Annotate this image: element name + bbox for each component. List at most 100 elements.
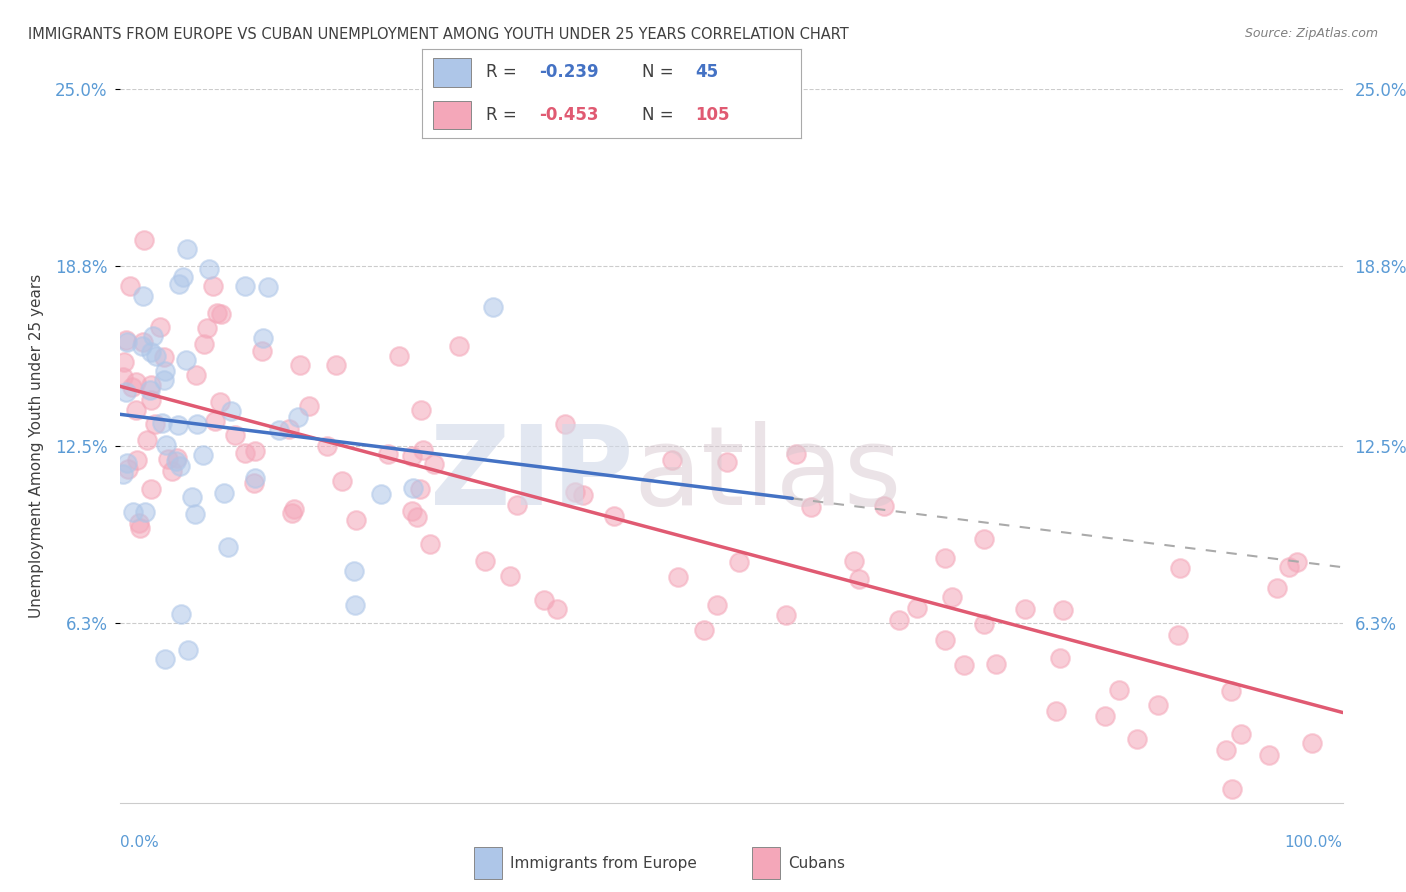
Text: atlas: atlas: [633, 421, 901, 528]
Point: [170, 607, 193, 622]
Point: [131, 335, 153, 350]
Text: Cubans: Cubans: [787, 855, 845, 871]
Point: [204, 414, 226, 428]
Point: [1126, 732, 1149, 747]
Point: [344, 513, 367, 527]
Point: [666, 570, 689, 584]
Point: [121, 380, 143, 394]
Point: [136, 433, 159, 447]
Point: [377, 447, 399, 461]
Text: R =: R =: [486, 106, 523, 124]
Point: [112, 369, 135, 384]
Point: [134, 505, 156, 519]
Point: [1168, 561, 1191, 575]
Point: [256, 280, 278, 294]
Point: [1052, 602, 1074, 616]
Point: [142, 329, 165, 343]
Text: IMMIGRANTS FROM EUROPE VS CUBAN UNEMPLOYMENT AMONG YOUTH UNDER 25 YEARS CORRELAT: IMMIGRANTS FROM EUROPE VS CUBAN UNEMPLOY…: [28, 27, 849, 42]
Y-axis label: Unemployment Among Youth under 25 years: Unemployment Among Youth under 25 years: [30, 274, 44, 618]
Point: [1301, 736, 1323, 750]
Point: [297, 399, 319, 413]
Point: [603, 509, 626, 524]
Point: [193, 336, 215, 351]
Point: [243, 443, 266, 458]
Text: N =: N =: [643, 106, 679, 124]
Point: [131, 339, 153, 353]
Point: [1147, 698, 1170, 713]
Point: [125, 453, 148, 467]
Point: [165, 454, 187, 468]
Point: [482, 301, 505, 315]
Point: [499, 569, 522, 583]
Point: [153, 652, 176, 666]
Point: [184, 368, 207, 382]
Text: Source: ZipAtlas.com: Source: ZipAtlas.com: [1244, 27, 1378, 40]
Point: [370, 487, 392, 501]
Point: [153, 364, 176, 378]
Point: [934, 632, 956, 647]
Point: [167, 277, 190, 292]
Point: [401, 449, 423, 463]
Point: [842, 553, 865, 567]
Point: [198, 262, 221, 277]
Point: [554, 417, 576, 432]
Point: [176, 242, 198, 256]
Point: [325, 358, 347, 372]
Point: [202, 279, 225, 293]
Point: [401, 504, 423, 518]
Point: [169, 458, 191, 473]
Point: [114, 334, 136, 348]
Point: [1014, 601, 1036, 615]
Point: [546, 602, 568, 616]
Point: [571, 488, 593, 502]
Point: [406, 509, 429, 524]
Point: [186, 417, 208, 431]
Point: [153, 350, 176, 364]
Point: [217, 540, 239, 554]
Point: [952, 658, 974, 673]
Point: [172, 269, 194, 284]
Point: [132, 289, 155, 303]
Text: -0.453: -0.453: [540, 106, 599, 124]
Text: -0.239: -0.239: [540, 63, 599, 81]
Point: [150, 416, 173, 430]
Point: [153, 373, 176, 387]
Point: [873, 499, 896, 513]
Point: [139, 377, 162, 392]
Point: [174, 352, 197, 367]
Text: R =: R =: [486, 63, 523, 81]
Point: [800, 500, 823, 514]
Point: [117, 462, 139, 476]
Point: [156, 452, 179, 467]
Point: [316, 439, 339, 453]
Point: [848, 572, 870, 586]
Point: [122, 505, 145, 519]
Point: [118, 278, 141, 293]
Point: [1049, 651, 1071, 665]
Point: [219, 404, 242, 418]
Point: [252, 344, 274, 359]
Point: [125, 376, 148, 390]
Point: [117, 456, 139, 470]
Point: [941, 590, 963, 604]
Point: [128, 516, 150, 530]
Point: [388, 349, 411, 363]
Point: [449, 339, 471, 353]
Bar: [433, 101, 471, 129]
Point: [1230, 727, 1253, 741]
Point: [411, 403, 433, 417]
Point: [343, 598, 366, 612]
Point: [115, 384, 138, 399]
Point: [423, 457, 446, 471]
Point: [181, 490, 204, 504]
Point: [167, 417, 190, 432]
Text: 100.0%: 100.0%: [1285, 836, 1343, 850]
Point: [905, 600, 928, 615]
Point: [693, 624, 716, 638]
Point: [208, 394, 231, 409]
Point: [1215, 743, 1237, 757]
Bar: [752, 847, 780, 880]
Point: [115, 335, 138, 350]
Point: [139, 392, 162, 407]
Text: 45: 45: [695, 63, 718, 81]
